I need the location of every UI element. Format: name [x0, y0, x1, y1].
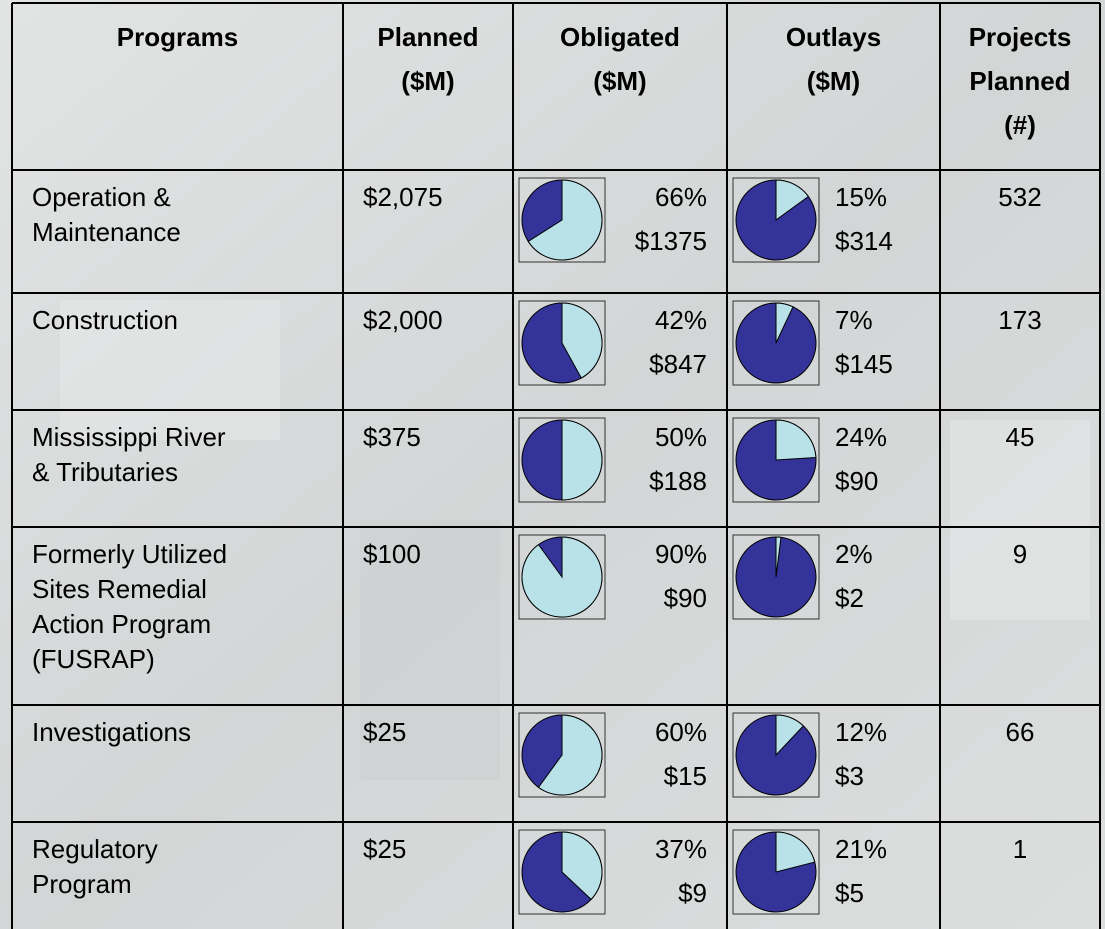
pie-slice	[775, 536, 782, 578]
outlays-percent: 12%	[835, 717, 887, 747]
obligated-percent: 90%	[655, 539, 707, 569]
obligated-percent: 60%	[655, 717, 707, 747]
obligated-amount: $1375	[635, 226, 707, 256]
pie-slice	[527, 179, 603, 261]
header-label: ($M)	[807, 66, 860, 96]
planned-value: $2,000	[363, 305, 443, 335]
outlays-amount: $5	[835, 878, 864, 908]
obligated-amount: $847	[649, 349, 707, 379]
header-label: Outlays	[786, 22, 881, 52]
planned-value: $25	[363, 717, 406, 747]
projects-value: 66	[1006, 717, 1035, 747]
pie-slice	[561, 302, 603, 379]
pie-frame	[732, 829, 820, 915]
pie-frame	[518, 177, 606, 263]
pie-frame	[732, 534, 820, 620]
pie-slice	[775, 419, 817, 461]
projects-value: 9	[1013, 539, 1027, 569]
pie-slice	[775, 714, 805, 757]
pie-frame	[732, 417, 820, 503]
projects-value: 173	[998, 305, 1041, 335]
header-label: Planned	[377, 22, 478, 52]
program-name: Action Program	[32, 609, 211, 639]
outlays-percent: 21%	[835, 834, 887, 864]
planned-value: $2,075	[363, 182, 443, 212]
pie-frame	[732, 300, 820, 386]
pie-slice	[561, 831, 603, 901]
header-label: (#)	[1004, 110, 1036, 140]
obligated-amount: $15	[664, 761, 707, 791]
program-name: & Tributaries	[32, 457, 178, 487]
outlays-amount: $3	[835, 761, 864, 791]
pie-slice	[775, 831, 816, 873]
program-name: (FUSRAP)	[32, 644, 155, 674]
outlays-percent: 24%	[835, 422, 887, 452]
pie-slice	[775, 302, 794, 344]
pie-frame	[732, 712, 820, 798]
projects-value: 532	[998, 182, 1041, 212]
outlays-percent: 15%	[835, 182, 887, 212]
planned-value: $25	[363, 834, 406, 864]
program-name: Operation &	[32, 182, 171, 212]
pie-frame	[518, 534, 606, 620]
program-name: Mississippi River	[32, 422, 226, 452]
pie-frame	[518, 712, 606, 798]
program-name: Program	[32, 869, 132, 899]
texture	[360, 520, 500, 780]
outlays-amount: $314	[835, 226, 893, 256]
program-name: Maintenance	[32, 217, 181, 247]
obligated-amount: $90	[664, 583, 707, 613]
projects-value: 1	[1013, 834, 1027, 864]
planned-value: $100	[363, 539, 421, 569]
obligated-percent: 42%	[655, 305, 707, 335]
pie-slice	[537, 714, 603, 796]
pie-slice	[775, 179, 810, 221]
planned-value: $375	[363, 422, 421, 452]
header-label: ($M)	[593, 66, 646, 96]
program-name: Regulatory	[32, 834, 158, 864]
outlays-percent: 7%	[835, 305, 873, 335]
program-name: Construction	[32, 305, 178, 335]
obligated-percent: 66%	[655, 182, 707, 212]
pie-frame	[518, 300, 606, 386]
obligated-amount: $9	[678, 878, 707, 908]
program-name: Sites Remedial	[32, 574, 207, 604]
texture	[950, 420, 1090, 620]
header-label: Planned	[969, 66, 1070, 96]
obligated-percent: 50%	[655, 422, 707, 452]
obligated-amount: $188	[649, 466, 707, 496]
header-label: Projects	[969, 22, 1072, 52]
pie-slice	[521, 536, 603, 618]
header-label: Programs	[117, 22, 238, 52]
outlays-amount: $2	[835, 583, 864, 613]
pie-slice	[561, 419, 603, 501]
header-label: Obligated	[560, 22, 680, 52]
pie-frame	[518, 829, 606, 915]
pie-frame	[732, 177, 820, 263]
texture	[60, 300, 280, 440]
program-name: Formerly Utilized	[32, 539, 227, 569]
projects-value: 45	[1006, 422, 1035, 452]
program-name: Investigations	[32, 717, 191, 747]
obligated-percent: 37%	[655, 834, 707, 864]
header-label: ($M)	[401, 66, 454, 96]
outlays-percent: 2%	[835, 539, 873, 569]
pie-frame	[518, 417, 606, 503]
outlays-amount: $90	[835, 466, 878, 496]
outlays-amount: $145	[835, 349, 893, 379]
